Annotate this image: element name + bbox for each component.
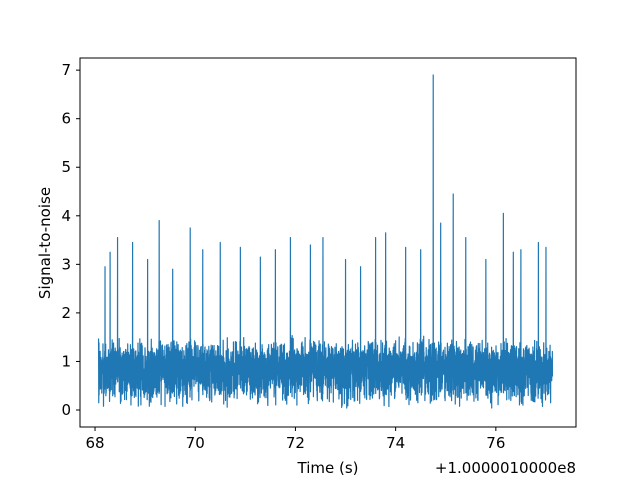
- y-tick-label: 2: [61, 304, 71, 322]
- axes-frame: [79, 57, 577, 428]
- y-tick-label: 3: [61, 255, 71, 273]
- x-axis: 68 70 72 74 76: [85, 427, 505, 452]
- plot-area: [97, 74, 554, 409]
- x-axis-label: Time (s): [297, 459, 359, 477]
- y-tick-label: 5: [61, 158, 71, 176]
- x-tick-label: 76: [486, 434, 505, 452]
- x-tick-label: 72: [286, 434, 305, 452]
- y-tick-label: 1: [61, 352, 71, 370]
- y-axis: 0 1 2 3 4 5 6 7: [61, 61, 80, 419]
- x-tick-label: 70: [186, 434, 205, 452]
- y-tick-label: 4: [61, 207, 71, 225]
- x-axis-offset-label: +1.0000010000e8: [435, 459, 576, 477]
- y-tick-label: 6: [61, 110, 71, 128]
- series-line: [97, 74, 554, 409]
- y-axis-label: Signal-to-noise: [36, 187, 54, 299]
- x-tick-label: 74: [386, 434, 405, 452]
- y-tick-label: 0: [61, 401, 71, 419]
- y-tick-label: 7: [61, 61, 71, 79]
- x-tick-label: 68: [85, 434, 104, 452]
